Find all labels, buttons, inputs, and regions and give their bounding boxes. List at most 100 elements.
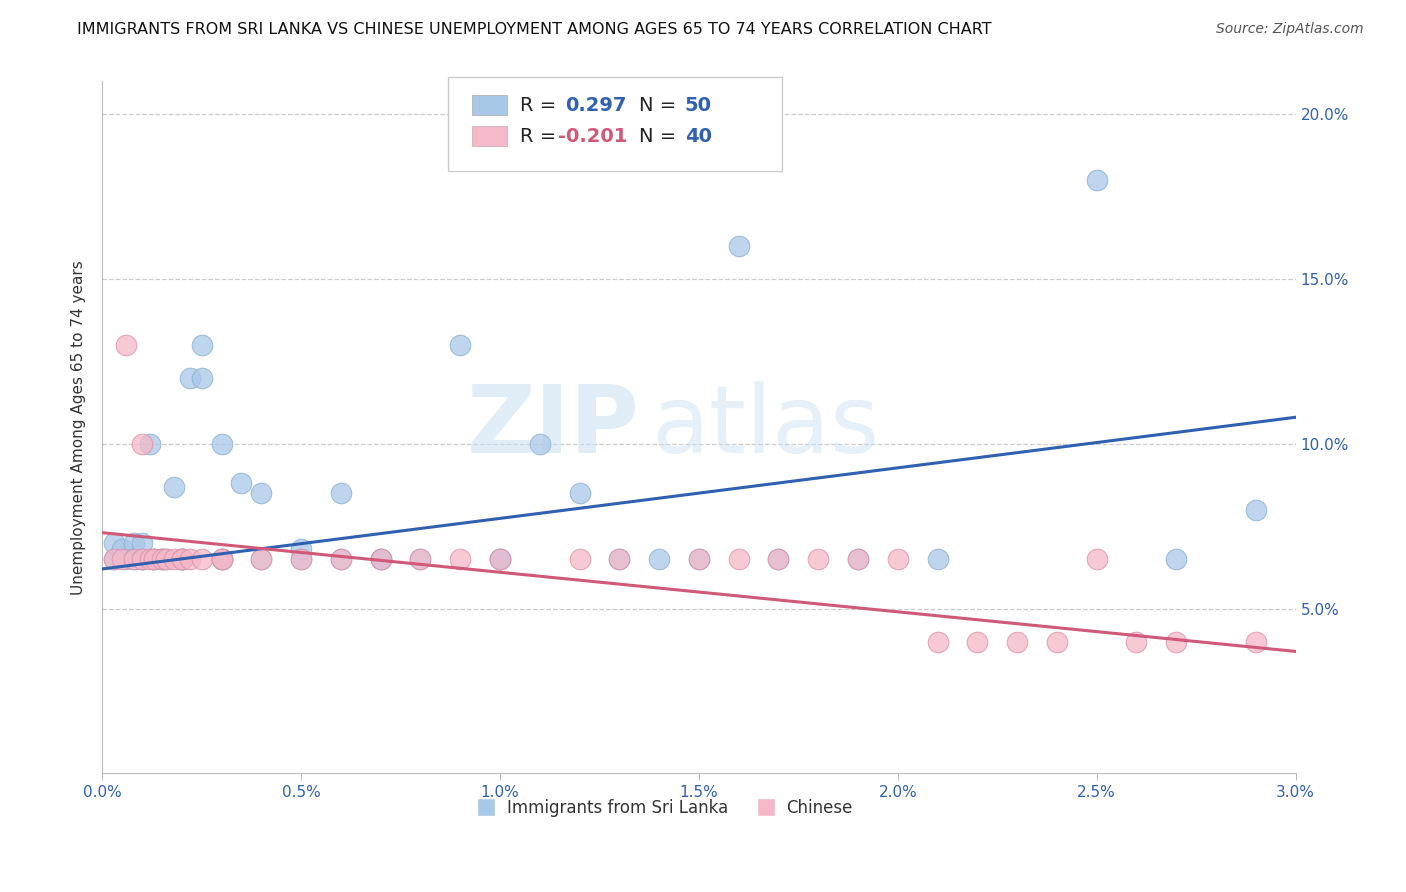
Point [807, 552, 830, 566]
Point [1166, 552, 1188, 566]
Point [150, 552, 173, 566]
Point [131, 535, 153, 549]
Point [607, 552, 630, 566]
Point [1085, 552, 1108, 566]
Point [131, 436, 153, 450]
Point [211, 552, 233, 566]
Point [489, 552, 512, 566]
Point [329, 552, 352, 566]
Point [370, 552, 392, 566]
Point [1046, 634, 1069, 648]
Point [115, 337, 138, 351]
Point [231, 476, 253, 491]
Point [607, 552, 630, 566]
Point [131, 552, 153, 566]
Point [370, 552, 392, 566]
FancyBboxPatch shape [472, 95, 506, 115]
Text: 50: 50 [685, 95, 711, 114]
Point [142, 552, 165, 566]
Text: R =: R = [520, 95, 562, 114]
Point [1166, 634, 1188, 648]
Point [329, 552, 352, 566]
Point [727, 239, 749, 253]
Point [887, 552, 910, 566]
Legend: Immigrants from Sri Lanka, Chinese: Immigrants from Sri Lanka, Chinese [467, 793, 859, 824]
Point [179, 370, 201, 384]
Point [211, 552, 233, 566]
Point [139, 552, 162, 566]
Point [568, 552, 591, 566]
Point [179, 552, 201, 566]
Point [122, 552, 145, 566]
Point [170, 552, 193, 566]
Point [1125, 634, 1147, 648]
FancyBboxPatch shape [449, 78, 782, 171]
Point [103, 535, 125, 549]
Point [250, 552, 273, 566]
Text: -0.201: -0.201 [558, 127, 627, 145]
Point [190, 552, 212, 566]
Point [449, 337, 471, 351]
Point [290, 552, 312, 566]
Point [150, 552, 173, 566]
Point [150, 552, 173, 566]
Point [250, 486, 273, 500]
Point [211, 552, 233, 566]
Point [648, 552, 671, 566]
Point [1244, 634, 1267, 648]
Point [131, 552, 153, 566]
Text: N =: N = [640, 127, 683, 145]
Point [250, 552, 273, 566]
Text: 40: 40 [685, 127, 711, 145]
Point [409, 552, 432, 566]
Y-axis label: Unemployment Among Ages 65 to 74 years: Unemployment Among Ages 65 to 74 years [72, 260, 86, 595]
Point [163, 479, 186, 493]
Point [155, 552, 177, 566]
Point [290, 552, 312, 566]
Point [170, 552, 193, 566]
Point [170, 552, 193, 566]
Point [529, 436, 551, 450]
Point [111, 542, 134, 557]
Text: IMMIGRANTS FROM SRI LANKA VS CHINESE UNEMPLOYMENT AMONG AGES 65 TO 74 YEARS CORR: IMMIGRANTS FROM SRI LANKA VS CHINESE UNE… [77, 22, 993, 37]
Point [846, 552, 869, 566]
FancyBboxPatch shape [472, 127, 506, 146]
Point [142, 552, 165, 566]
Point [927, 552, 949, 566]
Point [1005, 634, 1028, 648]
Text: Source: ZipAtlas.com: Source: ZipAtlas.com [1216, 22, 1364, 37]
Point [370, 552, 392, 566]
Point [927, 634, 949, 648]
Point [409, 552, 432, 566]
Point [103, 552, 125, 566]
Text: ZIP: ZIP [467, 381, 640, 473]
Text: R =: R = [520, 127, 562, 145]
Point [122, 552, 145, 566]
Point [768, 552, 790, 566]
Point [727, 552, 749, 566]
Point [1085, 173, 1108, 187]
Point [103, 552, 125, 566]
Point [170, 552, 193, 566]
Point [688, 552, 710, 566]
Point [190, 337, 212, 351]
Point [211, 436, 233, 450]
Point [163, 552, 186, 566]
Point [846, 552, 869, 566]
Point [489, 552, 512, 566]
Text: atlas: atlas [651, 381, 879, 473]
Point [688, 552, 710, 566]
Point [966, 634, 988, 648]
Point [1244, 502, 1267, 516]
Point [115, 552, 138, 566]
Text: N =: N = [640, 95, 683, 114]
Point [768, 552, 790, 566]
Point [211, 552, 233, 566]
Point [489, 552, 512, 566]
Point [142, 552, 165, 566]
Point [131, 552, 153, 566]
Point [111, 552, 134, 566]
Point [568, 486, 591, 500]
Point [290, 542, 312, 557]
Point [155, 552, 177, 566]
